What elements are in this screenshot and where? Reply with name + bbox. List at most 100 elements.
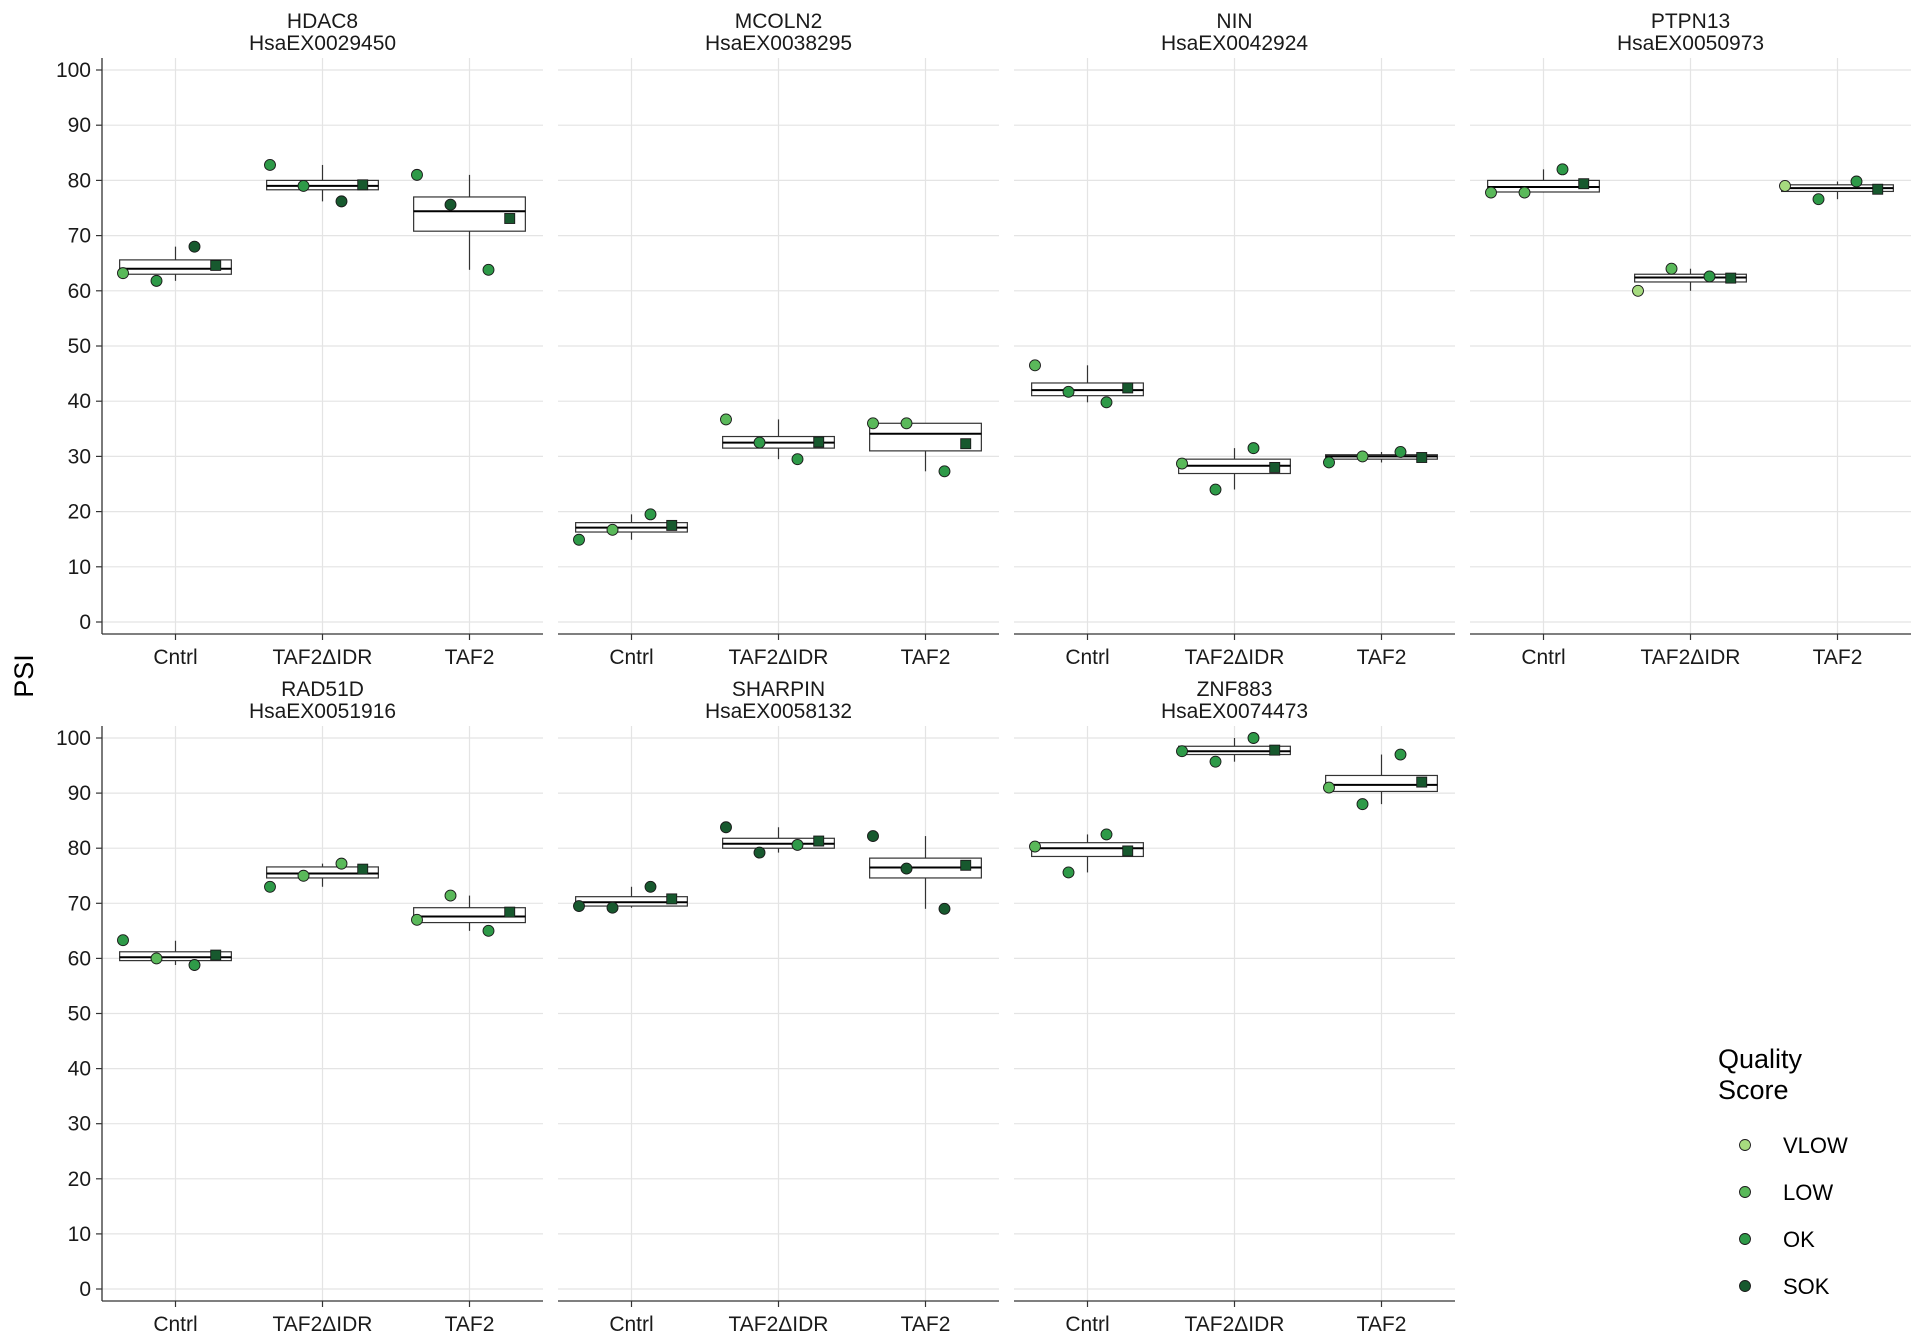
mean-marker	[1122, 382, 1134, 394]
panel-gene-title: NIN	[1216, 10, 1252, 33]
mean-marker	[1416, 452, 1428, 463]
data-point	[1100, 828, 1113, 841]
y-tick-label: 60	[68, 947, 91, 970]
data-point	[1394, 446, 1407, 458]
data-point	[644, 880, 657, 893]
data-point	[573, 900, 585, 913]
legend-key-ok	[1739, 1233, 1751, 1245]
box-group	[867, 830, 982, 915]
y-tick-label: 50	[68, 1003, 91, 1026]
data-point	[335, 857, 348, 870]
panel-event-title: HsaEX0050973	[1617, 32, 1764, 55]
y-tick-label: 40	[68, 1058, 91, 1081]
x-tick-label: TAF2ΔIDR	[729, 646, 829, 669]
x-tick-label: TAF2ΔIDR	[273, 646, 373, 669]
x-tick-label: TAF2ΔIDR	[1641, 646, 1741, 669]
panel-event-title: HsaEX0051916	[249, 700, 396, 723]
mean-marker	[1122, 845, 1134, 857]
data-point	[1779, 179, 1791, 192]
data-point	[753, 846, 766, 859]
y-tick-label: 90	[68, 114, 91, 137]
legend-key-vlow	[1739, 1139, 1751, 1151]
box-group	[573, 508, 688, 546]
x-tick-label: Cntrl	[153, 1313, 197, 1336]
y-tick-label: 100	[56, 59, 91, 82]
data-point	[753, 436, 766, 449]
box-group	[1029, 828, 1144, 879]
data-point	[938, 902, 951, 915]
data-point	[1209, 755, 1222, 768]
data-point	[411, 168, 423, 181]
data-point	[1100, 396, 1113, 409]
x-tick-label: Cntrl	[1065, 646, 1109, 669]
x-tick-label: TAF2ΔIDR	[273, 1313, 373, 1336]
y-tick-label: 10	[68, 556, 91, 579]
legend-title-line-2: Score	[1718, 1075, 1789, 1105]
data-point	[1062, 866, 1075, 879]
data-point	[264, 158, 276, 171]
y-tick-label: 90	[68, 782, 91, 805]
data-point	[573, 533, 585, 546]
x-tick-label: TAF2	[901, 646, 951, 669]
x-tick-label: Cntrl	[1521, 646, 1565, 669]
legend-label-ok: OK	[1783, 1227, 1815, 1252]
y-tick-label: 10	[68, 1223, 91, 1246]
data-point	[1247, 732, 1260, 744]
data-point	[411, 913, 423, 926]
panel-event-title: HsaEX0058132	[705, 700, 852, 723]
y-tick-label: 70	[68, 892, 91, 915]
box-group	[117, 934, 232, 971]
box-group	[411, 889, 526, 937]
data-point	[444, 889, 457, 902]
mean-marker	[813, 835, 825, 847]
data-point	[791, 453, 804, 466]
box-group	[867, 417, 982, 478]
y-tick-label: 100	[56, 727, 91, 750]
legend: Quality Score VLOW LOW OK SOK	[1718, 1044, 1848, 1299]
data-point	[117, 934, 129, 947]
data-point	[1029, 840, 1041, 853]
box-group	[264, 857, 379, 893]
x-tick-label: TAF2	[445, 1313, 495, 1336]
box-group	[264, 158, 379, 208]
data-point	[1356, 798, 1369, 811]
data-point	[1556, 163, 1569, 176]
box	[119, 951, 232, 962]
data-point	[297, 869, 310, 882]
box-group	[411, 168, 526, 276]
x-tick-label: TAF2	[1357, 646, 1407, 669]
data-point	[1850, 175, 1863, 188]
box-group	[1485, 163, 1600, 199]
mean-marker	[210, 259, 222, 271]
data-point	[482, 924, 495, 937]
box-group	[117, 240, 232, 287]
box	[119, 259, 232, 275]
legend-label-vlow: VLOW	[1783, 1133, 1848, 1158]
panel-gene-title: MCOLN2	[735, 10, 823, 33]
data-point	[606, 901, 619, 914]
box-group	[1323, 446, 1438, 469]
data-point	[188, 240, 201, 253]
panel-gene-title: RAD51D	[281, 678, 364, 701]
box	[266, 866, 379, 879]
box-group	[1632, 262, 1747, 297]
box-group	[573, 880, 688, 914]
y-tick-label: 20	[68, 1168, 91, 1191]
data-point	[188, 959, 201, 971]
mean-marker	[1725, 272, 1737, 284]
box-group	[720, 821, 835, 859]
x-tick-label: Cntrl	[153, 646, 197, 669]
y-tick-label: 30	[68, 1113, 91, 1136]
mean-marker	[1269, 461, 1281, 473]
y-axis-label: PSI	[9, 654, 39, 698]
x-tick-label: Cntrl	[609, 1313, 653, 1336]
y-tick-label: 0	[79, 1278, 91, 1301]
data-point	[1356, 450, 1369, 463]
panel-gene-title: HDAC8	[287, 10, 358, 33]
legend-key-low	[1739, 1186, 1751, 1198]
box-group	[1029, 359, 1144, 409]
data-point	[1209, 483, 1222, 496]
mean-marker	[1872, 183, 1884, 195]
